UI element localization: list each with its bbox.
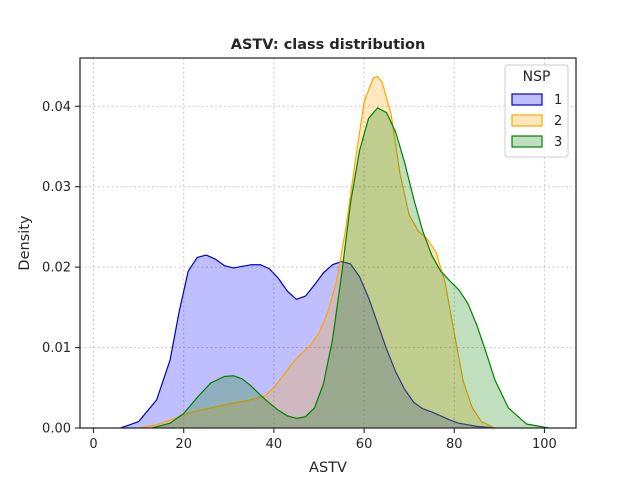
x-axis-label: ASTV xyxy=(309,460,347,476)
legend: NSP 1 2 3 xyxy=(504,64,569,158)
y-tick-label: 0.03 xyxy=(42,180,71,195)
x-tick-label: 0 xyxy=(89,437,97,452)
y-tick-label: 0.04 xyxy=(42,100,71,115)
legend-swatch-series-1 xyxy=(511,93,543,106)
density-line-series-2 xyxy=(138,75,496,429)
chart-title: ASTV: class distribution xyxy=(231,37,426,53)
legend-label-series-2: 2 xyxy=(554,114,562,129)
y-axis-ticks: 0.00 0.01 0.02 0.03 0.04 xyxy=(42,100,80,437)
density-line-series-3 xyxy=(151,107,550,429)
density-fill-series-3 xyxy=(152,107,549,429)
legend-swatch-series-2 xyxy=(511,114,543,127)
x-tick-label: 80 xyxy=(446,437,463,452)
x-tick-label: 60 xyxy=(356,437,373,452)
legend-title: NSP xyxy=(523,69,551,85)
y-tick-label: 0.02 xyxy=(42,261,71,276)
legend-label-series-3: 3 xyxy=(554,135,562,150)
legend-swatch-series-3 xyxy=(511,135,543,148)
density-fill-series-1 xyxy=(120,255,495,428)
y-tick-label: 0.01 xyxy=(42,341,71,356)
legend-label-series-1: 1 xyxy=(554,93,562,108)
plot-frame xyxy=(79,57,577,429)
density-line-series-1 xyxy=(120,254,495,429)
density-areas xyxy=(120,75,550,429)
y-tick-label: 0.00 xyxy=(42,422,71,437)
density-fill-series-2 xyxy=(138,76,495,428)
legend-items: 1 2 3 xyxy=(511,93,562,150)
x-tick-label: 40 xyxy=(266,437,283,452)
y-axis-label: Density xyxy=(17,215,33,271)
x-tick-label: 100 xyxy=(532,437,557,452)
legend-box xyxy=(504,64,569,158)
x-axis-ticks: 0 20 40 60 80 100 xyxy=(89,428,557,452)
x-tick-label: 20 xyxy=(175,437,192,452)
